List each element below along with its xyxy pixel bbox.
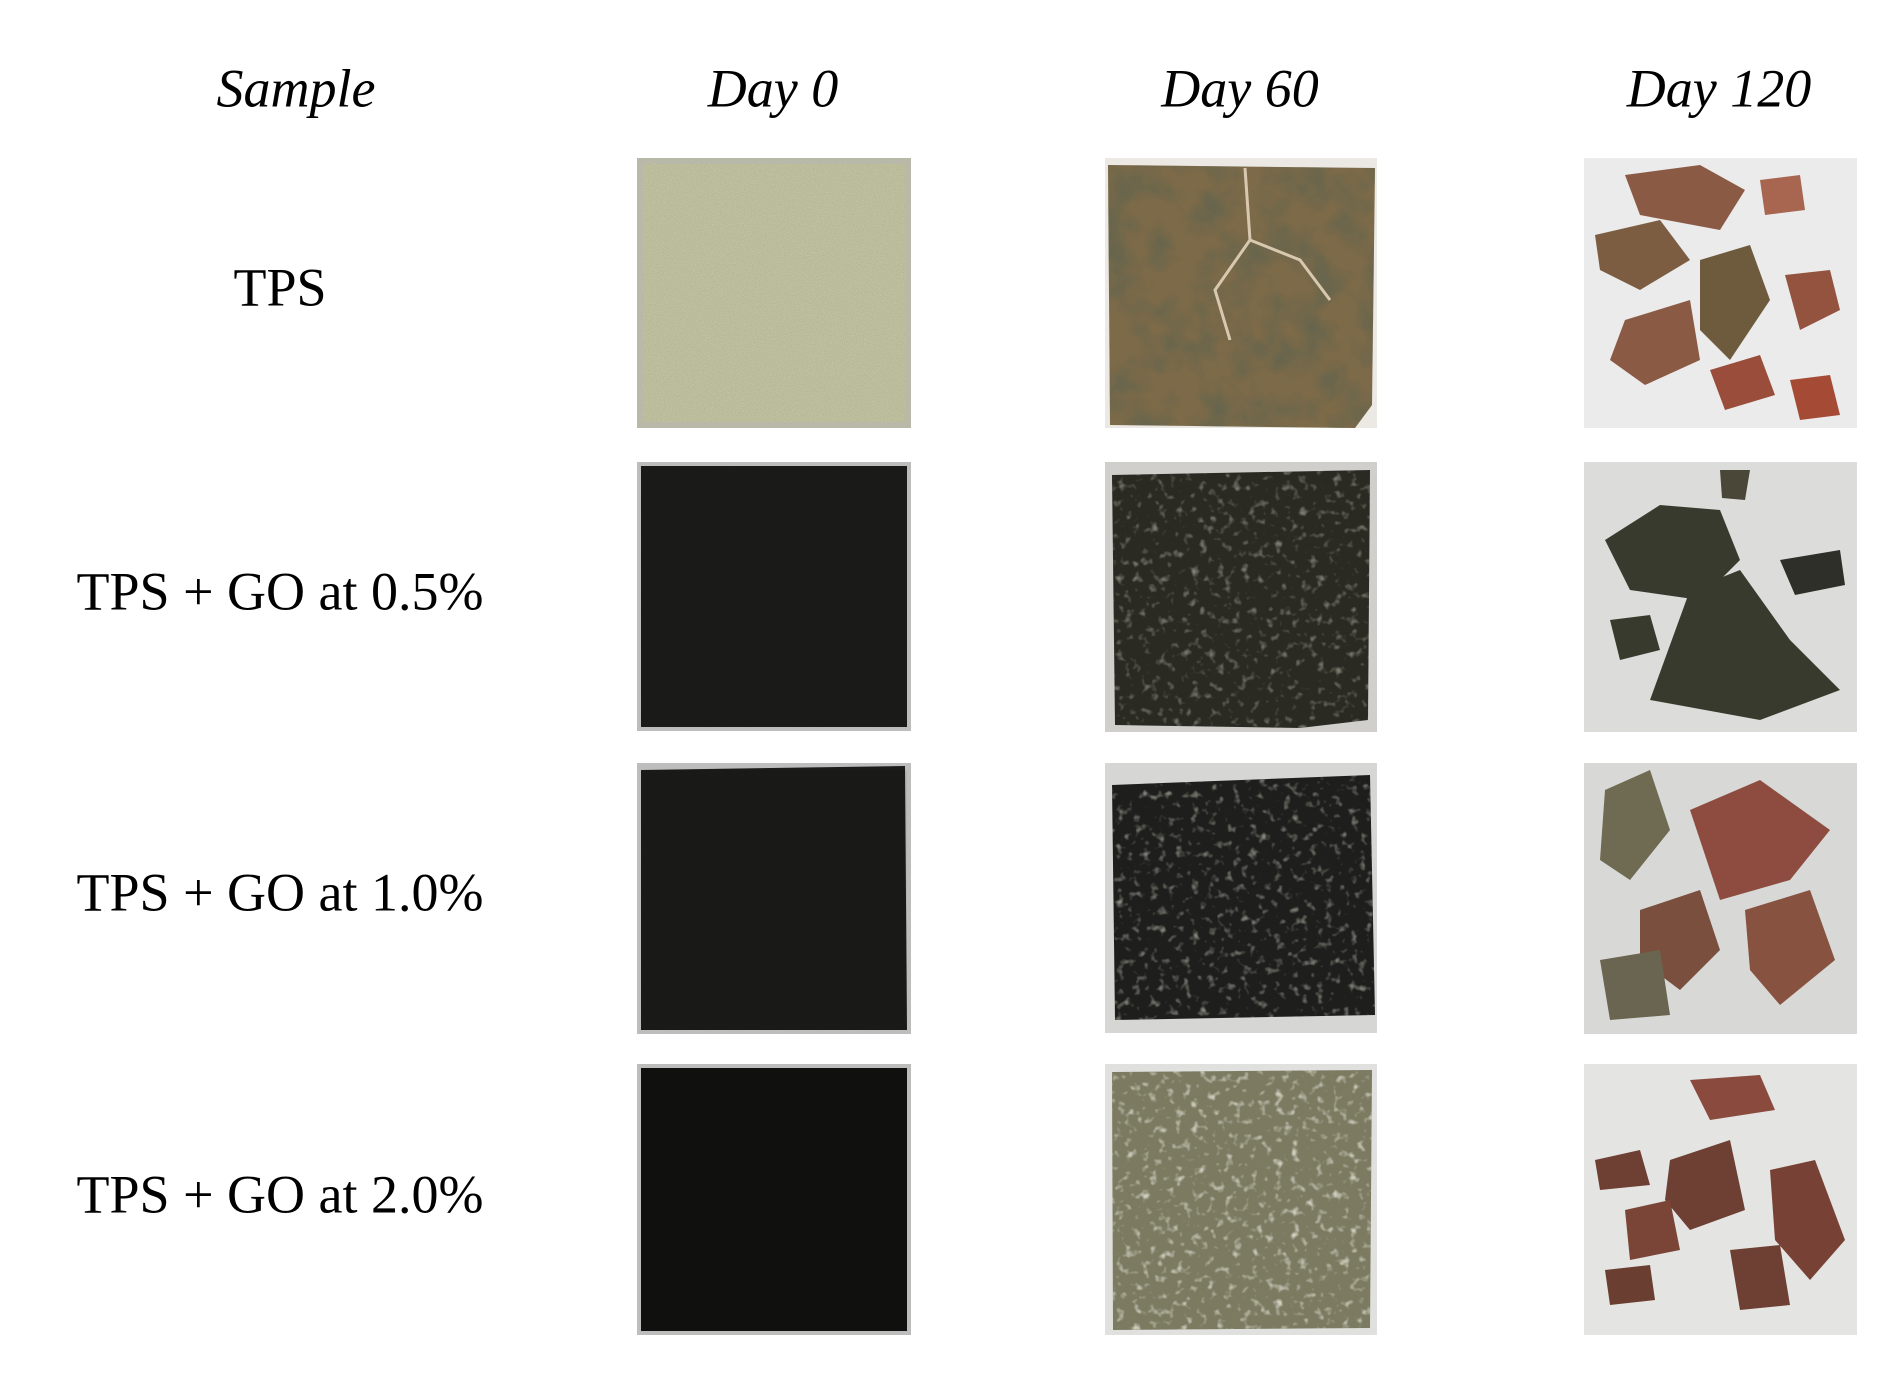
texture [641, 1068, 907, 1331]
fragments [1600, 770, 1835, 1020]
texture [1108, 165, 1375, 428]
column-header: Day 120 [1626, 58, 1811, 118]
column-header: Day 60 [1160, 58, 1318, 118]
row-label: TPS + GO at 0.5% [77, 561, 484, 621]
texture [1112, 470, 1370, 728]
photo-row-4 [637, 1064, 1857, 1335]
texture [641, 466, 907, 727]
texture [641, 770, 907, 1030]
texture [1112, 1070, 1372, 1330]
fragments [1595, 165, 1840, 420]
column-header: Sample [217, 58, 376, 118]
fragments [1605, 470, 1845, 720]
row-label: TPS + GO at 2.0% [77, 1164, 484, 1224]
crack [1213, 167, 1332, 341]
photo-row-2 [637, 462, 1857, 732]
column-header: Day 0 [707, 58, 838, 118]
photo-row-1 [637, 158, 1857, 428]
texture [1112, 775, 1375, 1020]
row-label: TPS [233, 257, 326, 317]
row-label: TPS + GO at 1.0% [77, 862, 484, 922]
texture [643, 164, 905, 422]
fragments [1595, 1075, 1845, 1310]
photo-row-3 [637, 763, 1857, 1034]
